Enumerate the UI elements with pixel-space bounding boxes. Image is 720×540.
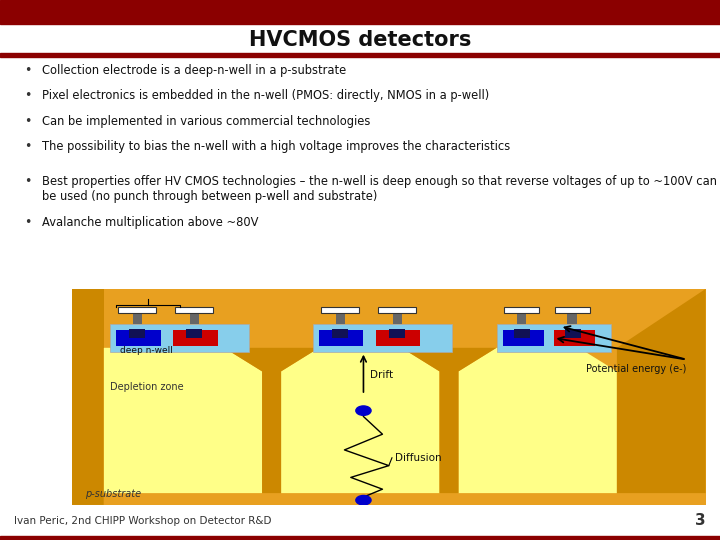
- Bar: [565, 329, 581, 338]
- Text: Diffusion: Diffusion: [395, 453, 442, 463]
- Text: Drift: Drift: [370, 370, 393, 380]
- Bar: [389, 329, 405, 338]
- Bar: [110, 324, 249, 352]
- Bar: [319, 330, 364, 346]
- Bar: [392, 310, 402, 324]
- Polygon shape: [72, 289, 104, 348]
- Bar: [497, 324, 611, 352]
- Text: Collection electrode is a deep-n-well in a p-substrate: Collection electrode is a deep-n-well in…: [42, 64, 346, 77]
- Polygon shape: [281, 348, 439, 493]
- Bar: [118, 307, 156, 313]
- Circle shape: [356, 406, 371, 415]
- Text: 3: 3: [695, 514, 706, 528]
- Bar: [504, 307, 539, 313]
- Text: The possibility to bias the n-well with a high voltage improves the characterist: The possibility to bias the n-well with …: [42, 140, 510, 153]
- Text: •: •: [24, 114, 32, 127]
- Polygon shape: [72, 289, 104, 505]
- Polygon shape: [224, 348, 319, 493]
- Bar: [186, 329, 202, 338]
- Text: Potential energy (e-): Potential energy (e-): [586, 363, 687, 374]
- Polygon shape: [459, 348, 617, 493]
- Text: Avalanche multiplication above ~80V: Avalanche multiplication above ~80V: [42, 215, 258, 228]
- Polygon shape: [402, 348, 497, 493]
- Text: deep n-well: deep n-well: [120, 346, 172, 355]
- Text: Can be implemented in various commercial technologies: Can be implemented in various commercial…: [42, 114, 370, 127]
- Bar: [567, 310, 577, 324]
- Text: Ivan Peric, 2nd CHIPP Workshop on Detector R&D: Ivan Peric, 2nd CHIPP Workshop on Detect…: [14, 516, 272, 526]
- Text: Pixel electronics is embedded in the n-well (PMOS: directly, NMOS in a p-well): Pixel electronics is embedded in the n-w…: [42, 89, 490, 103]
- Bar: [117, 330, 161, 346]
- Bar: [132, 310, 143, 324]
- Bar: [174, 330, 217, 346]
- Text: •: •: [24, 215, 32, 228]
- Bar: [514, 329, 530, 338]
- Bar: [336, 310, 345, 324]
- Polygon shape: [104, 348, 262, 493]
- Bar: [175, 307, 213, 313]
- Text: p-substrate: p-substrate: [85, 489, 141, 499]
- Text: •: •: [24, 64, 32, 77]
- Text: •: •: [24, 89, 32, 103]
- Bar: [129, 329, 145, 338]
- Text: Depletion zone: Depletion zone: [110, 382, 184, 392]
- Text: HVCMOS detectors: HVCMOS detectors: [249, 30, 471, 50]
- Bar: [312, 324, 452, 352]
- Text: •: •: [24, 140, 32, 153]
- Text: •: •: [24, 175, 32, 188]
- Bar: [517, 310, 526, 324]
- Text: Best properties offer HV CMOS technologies – the n-well is deep enough so that r: Best properties offer HV CMOS technologi…: [42, 175, 717, 203]
- Bar: [378, 307, 416, 313]
- Bar: [332, 329, 348, 338]
- Polygon shape: [617, 289, 706, 493]
- Bar: [190, 310, 199, 324]
- Bar: [555, 307, 590, 313]
- Bar: [321, 307, 359, 313]
- Bar: [503, 330, 544, 346]
- Circle shape: [356, 496, 371, 505]
- Bar: [376, 330, 420, 346]
- Bar: [554, 330, 595, 346]
